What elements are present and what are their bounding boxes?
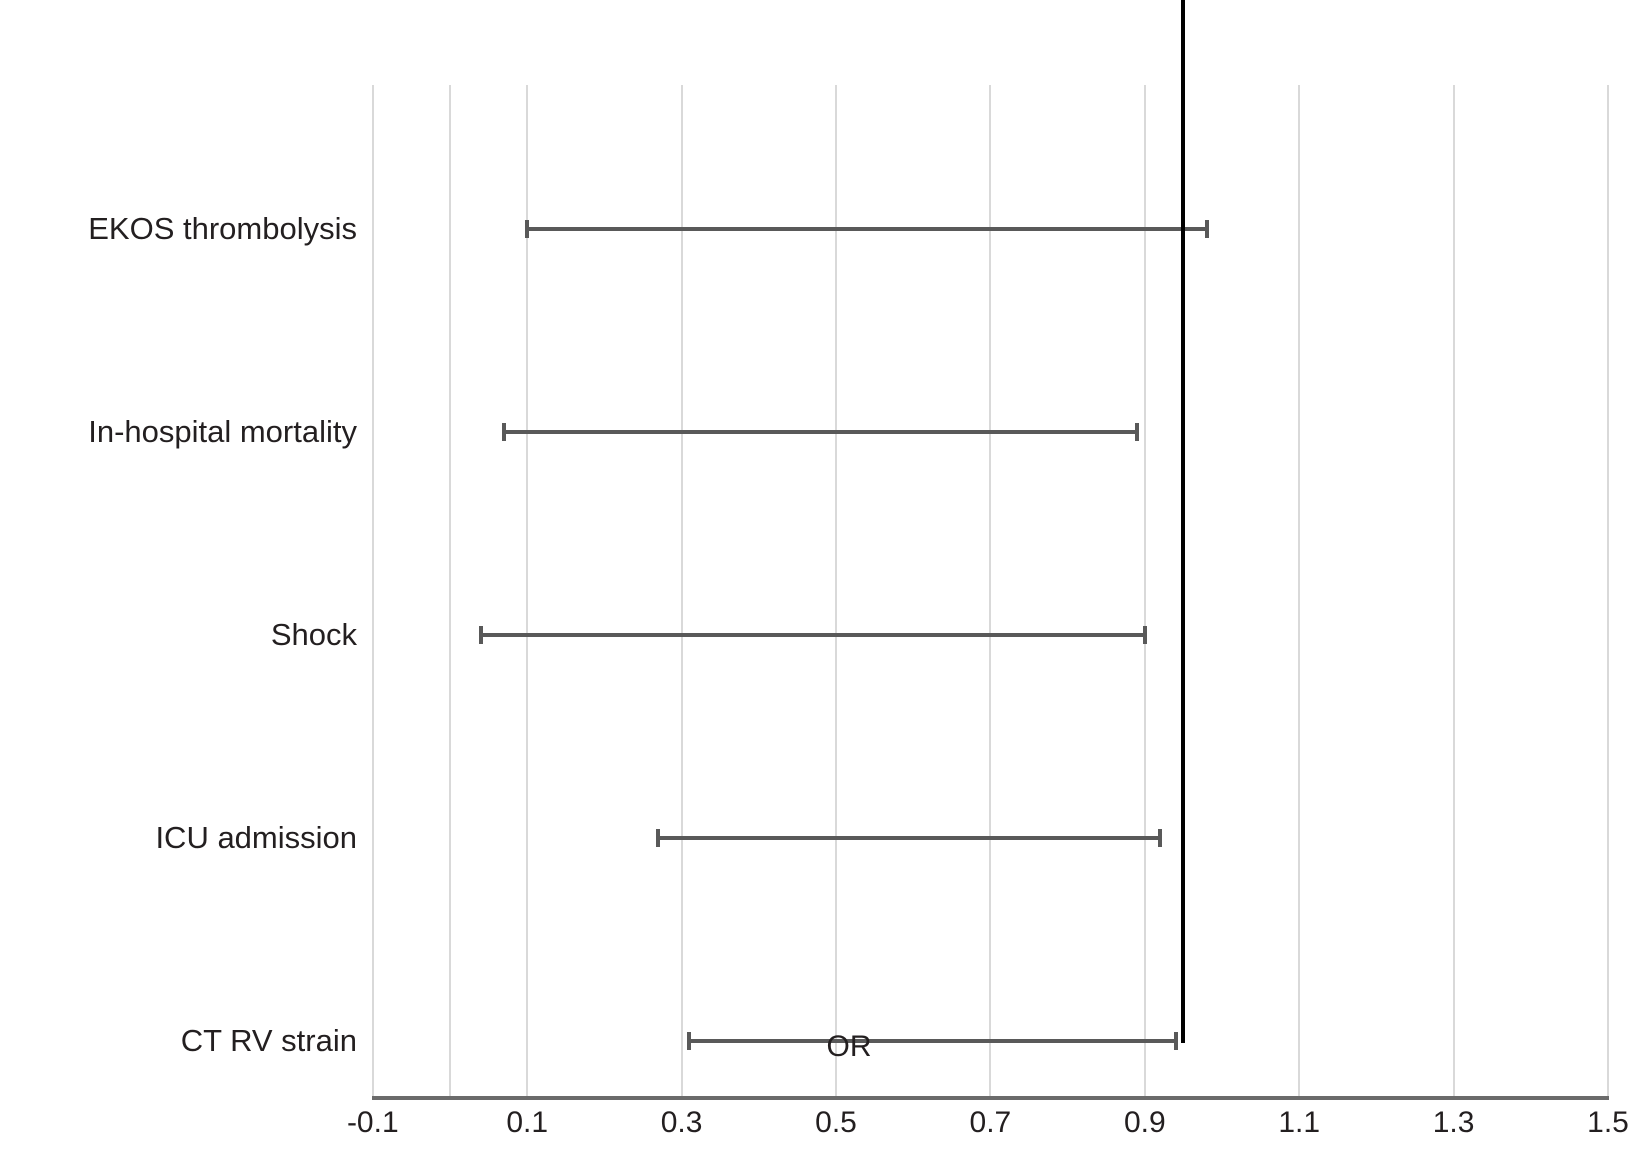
x-tick-label: 1.1 bbox=[1278, 1106, 1321, 1139]
gridline bbox=[1298, 85, 1301, 1096]
ci-bar bbox=[502, 423, 1140, 441]
x-tick-label: -0.1 bbox=[346, 1106, 399, 1139]
ci-cap-right bbox=[1204, 220, 1209, 238]
category-label: Shock bbox=[270, 617, 357, 652]
gridline bbox=[449, 85, 451, 1096]
ci-cap-right bbox=[1173, 1032, 1178, 1050]
x-tick-label: 0.9 bbox=[1123, 1106, 1166, 1139]
ci-cap-left bbox=[478, 626, 483, 644]
gridline bbox=[835, 85, 837, 1096]
x-tick-label: 1.3 bbox=[1432, 1106, 1475, 1139]
ci-cap-right bbox=[1158, 829, 1163, 847]
ci-bar bbox=[525, 220, 1209, 238]
gridline bbox=[680, 85, 683, 1096]
ci-cap-left bbox=[656, 829, 661, 847]
category-label: In-hospital mortality bbox=[88, 414, 357, 449]
category-label: EKOS thrombolysis bbox=[88, 211, 357, 246]
gridline bbox=[1607, 85, 1609, 1096]
x-axis-title: OR bbox=[826, 1030, 872, 1063]
category-label: CT RV strain bbox=[180, 1023, 357, 1058]
ci-cap-left bbox=[687, 1032, 692, 1050]
ci-bar bbox=[687, 1032, 1178, 1050]
gridline bbox=[989, 85, 992, 1096]
x-tick-label: 0.3 bbox=[660, 1106, 703, 1139]
x-tick-label: 1.5 bbox=[1587, 1106, 1629, 1139]
gridline bbox=[1452, 85, 1455, 1096]
ci-bar bbox=[656, 829, 1163, 847]
gridline bbox=[526, 85, 529, 1096]
ci-cap-left bbox=[502, 423, 507, 441]
x-tick-label: 0.1 bbox=[506, 1106, 549, 1139]
ci-cap-right bbox=[1135, 423, 1140, 441]
x-tick-label: 0.5 bbox=[815, 1106, 857, 1139]
gridline bbox=[1143, 85, 1146, 1096]
x-tick-label: 0.7 bbox=[969, 1106, 1012, 1139]
ci-cap-right bbox=[1142, 626, 1147, 644]
gridline bbox=[371, 85, 374, 1096]
x-axis-line bbox=[372, 1096, 1609, 1100]
reference-line bbox=[1181, 0, 1186, 1043]
category-label: ICU admission bbox=[155, 820, 357, 855]
ci-cap-left bbox=[525, 220, 530, 238]
ci-bar bbox=[478, 626, 1147, 644]
